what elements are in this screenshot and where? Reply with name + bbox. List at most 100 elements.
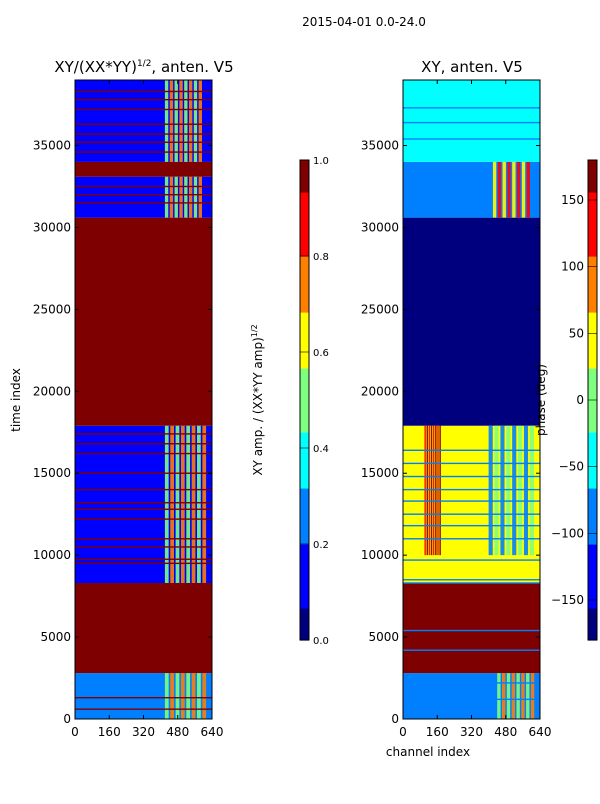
colorbar-step [300,632,309,641]
heatmap-line [75,202,212,204]
heatmap-line [403,579,540,581]
colorbar-step [588,512,597,521]
colorbar-step [588,576,597,585]
heatmap-line [75,108,212,111]
colorbar-tick-label: 0 [576,393,584,407]
heatmap-line [403,107,540,109]
colorbar-step [300,224,309,233]
colorbar-step [588,552,597,561]
heatmap-streak [497,161,502,218]
heatmap-line [403,524,540,527]
heatmap-streak [164,80,169,162]
heatmap-line [75,502,212,504]
colorbar-step [588,200,597,209]
colorbar-step [300,504,309,513]
colorbar-step [588,560,597,569]
colorbar-step [588,264,597,273]
y-tick-label: 0 [391,712,399,726]
heatmap-streak [529,425,534,556]
heatmap-line [75,133,212,135]
heatmap-streak [169,80,174,162]
colorbar-step [300,352,309,361]
heatmap-line [75,546,212,548]
colorbar-tick-label: 0.4 [313,444,329,455]
colorbar-step [300,528,309,537]
heatmap-line [403,138,540,140]
heatmap-line [75,562,212,565]
heatmap-streak [492,161,497,218]
colorbar-step [588,176,597,185]
colorbar-step [588,384,597,393]
heatmap-line [403,513,540,515]
colorbar-amplitude-ticks: 0.0 0.2 0.4 0.6 0.8 1.0 [300,156,329,647]
heatmap-streak [170,673,175,719]
colorbar-step [588,448,597,457]
colorbar-tick-label: −150 [551,593,584,607]
colorbar-tick-label: −50 [559,460,584,474]
heatmap-line [75,443,212,445]
heatmap-line [403,462,540,465]
heatmap-streak [179,80,183,162]
heatmap-streak [526,673,530,719]
colorbar-tick-label: 0.6 [313,348,329,359]
heatmap-streak [426,425,429,556]
colorbar-step [300,296,309,305]
colorbar-step [588,224,597,233]
colorbar-step [588,416,597,425]
heatmap-streak [428,425,431,556]
y-tick-label: 20000 [33,384,71,398]
colorbar-step [300,360,309,369]
heatmap-streak [202,425,207,584]
colorbar-amplitude-label: XY amp. / (XX*YY amp)1/2 [250,324,265,475]
heatmap-streak [193,80,198,162]
x-tick-label: 160 [426,725,449,739]
colorbar-step [588,536,597,545]
phase-xlabel: channel index [386,745,470,759]
y-tick-label: 30000 [361,220,399,234]
colorbar-step [588,248,597,257]
colorbar-step [300,192,309,201]
colorbar-step [588,408,597,417]
x-tick-label: 480 [494,725,517,739]
colorbar-step [300,160,309,169]
colorbar-step [300,168,309,177]
heatmap-block [403,80,540,162]
x-tick-label: 480 [166,725,189,739]
heatmap-streak [439,425,441,556]
heatmap-line [403,629,540,632]
colorbar-step [300,264,309,273]
colorbar-step [300,464,309,473]
heatmap-streak [184,176,188,218]
colorbar-step [588,600,597,609]
colorbar-step [300,560,309,569]
heatmap-line [75,433,212,435]
heatmap-block [403,583,540,674]
heatmap-streak [169,176,174,218]
heatmap-block [75,583,212,674]
colorbar-step [300,616,309,625]
colorbar-phase-frame [587,159,598,641]
heatmap-streak [193,176,198,218]
colorbar-step [300,512,309,521]
heatmap-streak [435,425,437,556]
colorbar-step [300,272,309,281]
colorbar-step [300,184,309,193]
heatmap-streak [188,80,193,162]
colorbar-step [300,584,309,593]
heatmap-streak [512,425,517,556]
colorbar-step [300,200,309,209]
colorbar-step [300,592,309,601]
colorbar-step [300,392,309,401]
x-tick-label: 0 [399,725,407,739]
heatmap-block [75,673,212,719]
colorbar-step [588,400,597,409]
heatmap-line [75,708,212,710]
colorbar-step [300,208,309,217]
y-tick-label: 15000 [361,466,399,480]
colorbar-step [300,304,309,313]
heatmap-block [403,555,540,584]
colorbar-step [300,448,309,457]
heatmap-streak [174,176,178,218]
heatmap-streak [494,425,499,556]
